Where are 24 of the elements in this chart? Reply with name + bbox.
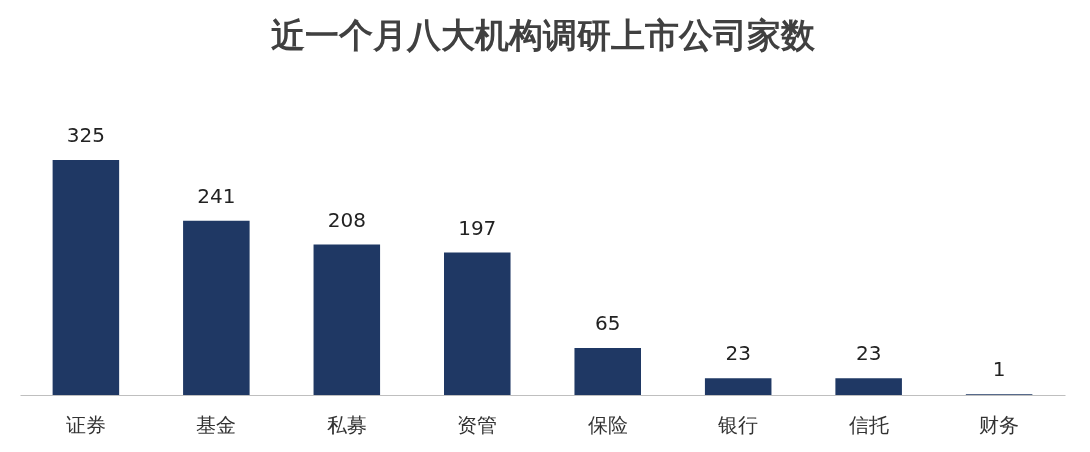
data-label: 208	[327, 207, 366, 232]
data-label: 1	[992, 357, 1006, 382]
bar	[52, 160, 120, 395]
bar	[835, 378, 902, 395]
data-label: 23	[725, 341, 751, 366]
x-tick-label: 私募	[326, 412, 367, 437]
data-label: 325	[66, 123, 105, 147]
x-tick-label: 信托	[848, 412, 889, 437]
data-label: 197	[458, 215, 497, 240]
data-label: 65	[595, 311, 621, 335]
x-tick-label: 银行	[717, 412, 759, 437]
bar	[704, 378, 772, 395]
bar	[574, 348, 641, 395]
bar	[444, 252, 511, 395]
x-tick-label: 保险	[587, 412, 628, 437]
data-label: 241	[197, 183, 236, 208]
data-label: 23	[855, 341, 882, 366]
x-tick-label: 财务	[979, 412, 1020, 437]
bar	[313, 244, 381, 395]
x-tick-label: 证券	[65, 412, 106, 437]
x-tick-label: 基金	[196, 412, 237, 437]
x-tick-label: 资管	[457, 412, 498, 437]
bar	[183, 220, 250, 395]
chart-title: 近一个月八大机构调研上市公司家数	[270, 15, 816, 55]
